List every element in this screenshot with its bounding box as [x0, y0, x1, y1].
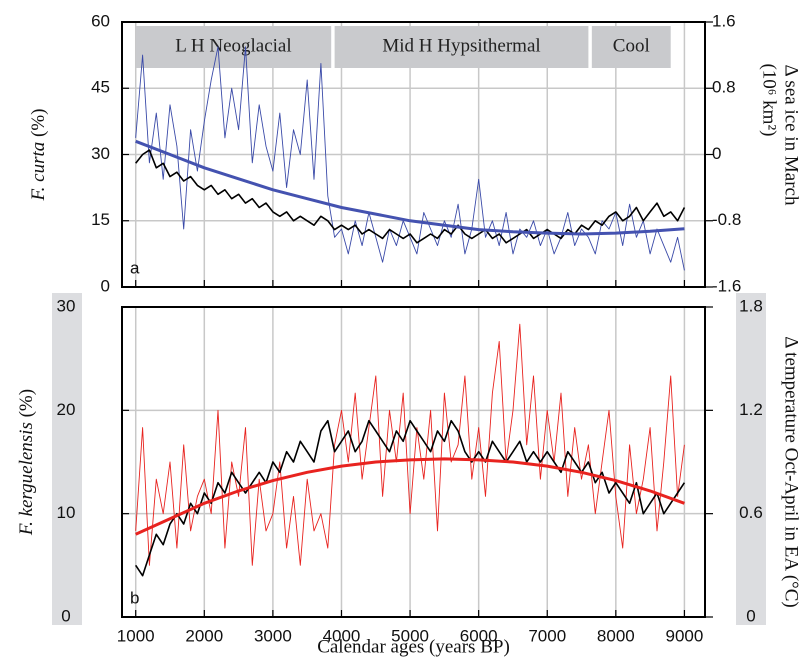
data-line [135, 149, 686, 244]
y2-axis-title: Δ temperature Oct-April in EA (°C) [781, 336, 802, 608]
x-tick-label: 5000 [391, 626, 429, 645]
y-tick-label: 0 [101, 276, 110, 295]
period-label: Cool [613, 35, 650, 56]
x-tick-label: 7000 [528, 626, 566, 645]
data-line [135, 46, 685, 271]
y-tick-label: 15 [91, 210, 110, 229]
x-tick-label: 2000 [185, 626, 223, 645]
period-label: L H Neoglacial [175, 35, 291, 56]
y-tick-label: 30 [91, 144, 110, 163]
y-tick-label: 60 [91, 11, 110, 30]
x-tick-label: 3000 [254, 626, 292, 645]
period-box [591, 26, 671, 68]
y2-tick-label: 1.2 [739, 400, 763, 419]
y-tick-label: 10 [57, 503, 76, 522]
axis-band [736, 293, 766, 625]
trend-line [135, 457, 685, 536]
y2-tick-label: 1.6 [712, 11, 736, 30]
period-box [135, 26, 332, 68]
trend-line [135, 139, 685, 236]
y2-tick-label: 0 [712, 144, 721, 163]
y2-axis-title: Δ sea ice in March [781, 65, 802, 206]
x-tick-label: 6000 [460, 626, 498, 645]
y-tick-label: 45 [91, 78, 110, 97]
panel-label: a [130, 258, 140, 277]
y2-tick-label: 0.6 [739, 503, 763, 522]
plot-frame [121, 21, 706, 288]
x-tick-label: 8000 [597, 626, 635, 645]
y2-tick-label: -1.6 [712, 276, 741, 295]
y-axis-title-name: F. curta [28, 142, 49, 202]
y-tick-label: 20 [57, 400, 76, 419]
y2-axis-title-unit: (10⁶ km²) [759, 63, 780, 136]
axis-band [52, 293, 82, 625]
x-tick-label: 4000 [323, 626, 361, 645]
y-axis-title: F. curta (%) [28, 109, 49, 202]
y2-tick-label: 0.8 [712, 78, 736, 97]
period-box [334, 26, 589, 68]
panel-label: b [130, 588, 139, 607]
y-tick-label: 30 [57, 296, 76, 315]
y-axis-title: F. kerguelensis (%) [16, 389, 37, 536]
y2-tick-label: 0 [746, 606, 755, 625]
y-tick-label: 0 [61, 606, 70, 625]
y-axis-title-unit: (%) [16, 389, 37, 417]
x-tick-label: 9000 [666, 626, 704, 645]
y-axis-title-name: F. kerguelensis [16, 422, 37, 536]
data-line [135, 323, 685, 566]
x-tick-label: 1000 [117, 626, 155, 645]
plot-frame [121, 306, 706, 618]
y2-tick-label: 1.8 [739, 296, 763, 315]
x-axis-title: Calendar ages (years BP) [317, 636, 510, 657]
period-label: Mid H Hypsithermal [382, 35, 540, 56]
y-axis-title-unit: (%) [28, 109, 49, 137]
y2-tick-label: -0.8 [712, 210, 741, 229]
